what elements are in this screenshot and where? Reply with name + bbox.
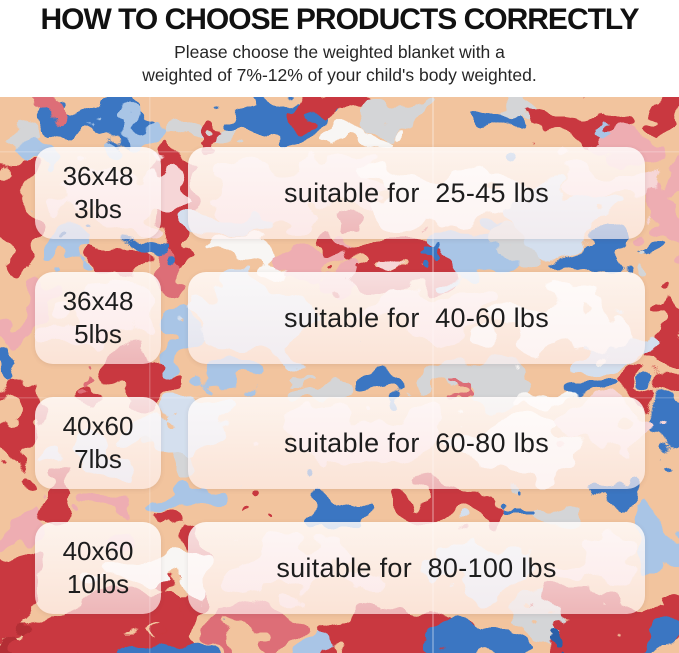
weight-label: 5lbs	[74, 319, 122, 349]
subtitle-line-2: weighted of 7%-12% of your child's body …	[142, 64, 537, 85]
page-title: HOW TO CHOOSE PRODUCTS CORRECTLY	[40, 3, 639, 36]
size-weight-box: 40x60 10lbs	[35, 522, 161, 614]
subtitle: Please choose the weighted blanket with …	[0, 41, 679, 87]
size-weight-box: 36x48 5lbs	[35, 272, 161, 364]
suitability-label: suitable for 60-80 lbs	[283, 427, 550, 458]
size-label: 36x48	[62, 285, 134, 316]
suitability-label: suitable for 25-45 lbs	[283, 177, 550, 208]
size-weight-box: 36x48 3lbs	[35, 147, 161, 239]
size-row-3: 40x60 7lbs suitable for 60-80 lbs	[0, 397, 679, 489]
suitability-label: suitable for 80-100 lbs	[276, 552, 557, 583]
weight-label: 7lbs	[74, 444, 122, 474]
weight-label: 10lbs	[66, 569, 130, 599]
size-row-2: 36x48 5lbs suitable for 40-60 lbs	[0, 272, 679, 364]
suitability-box: suitable for 80-100 lbs	[188, 522, 645, 614]
blanket-photo: 36x48 3lbs suitable for 25-45 lbs 36x48 …	[0, 97, 679, 653]
blanket-speckles	[63, 119, 646, 650]
size-label: 36x48	[62, 160, 134, 191]
suitability-box: suitable for 60-80 lbs	[188, 397, 645, 489]
suitability-box: suitable for 40-60 lbs	[188, 272, 645, 364]
suitability-box: suitable for 25-45 lbs	[188, 147, 645, 239]
size-label: 40x60	[62, 535, 134, 566]
header: HOW TO CHOOSE PRODUCTS CORRECTLY Please …	[0, 0, 679, 97]
size-label: 40x60	[62, 410, 134, 441]
size-row-4: 40x60 10lbs suitable for 80-100 lbs	[0, 522, 679, 614]
weight-label: 3lbs	[74, 194, 122, 224]
suitability-label: suitable for 40-60 lbs	[283, 302, 550, 333]
size-weight-box: 40x60 7lbs	[35, 397, 161, 489]
subtitle-line-1: Please choose the weighted blanket with …	[174, 42, 505, 62]
size-row-1: 36x48 3lbs suitable for 25-45 lbs	[0, 147, 679, 239]
